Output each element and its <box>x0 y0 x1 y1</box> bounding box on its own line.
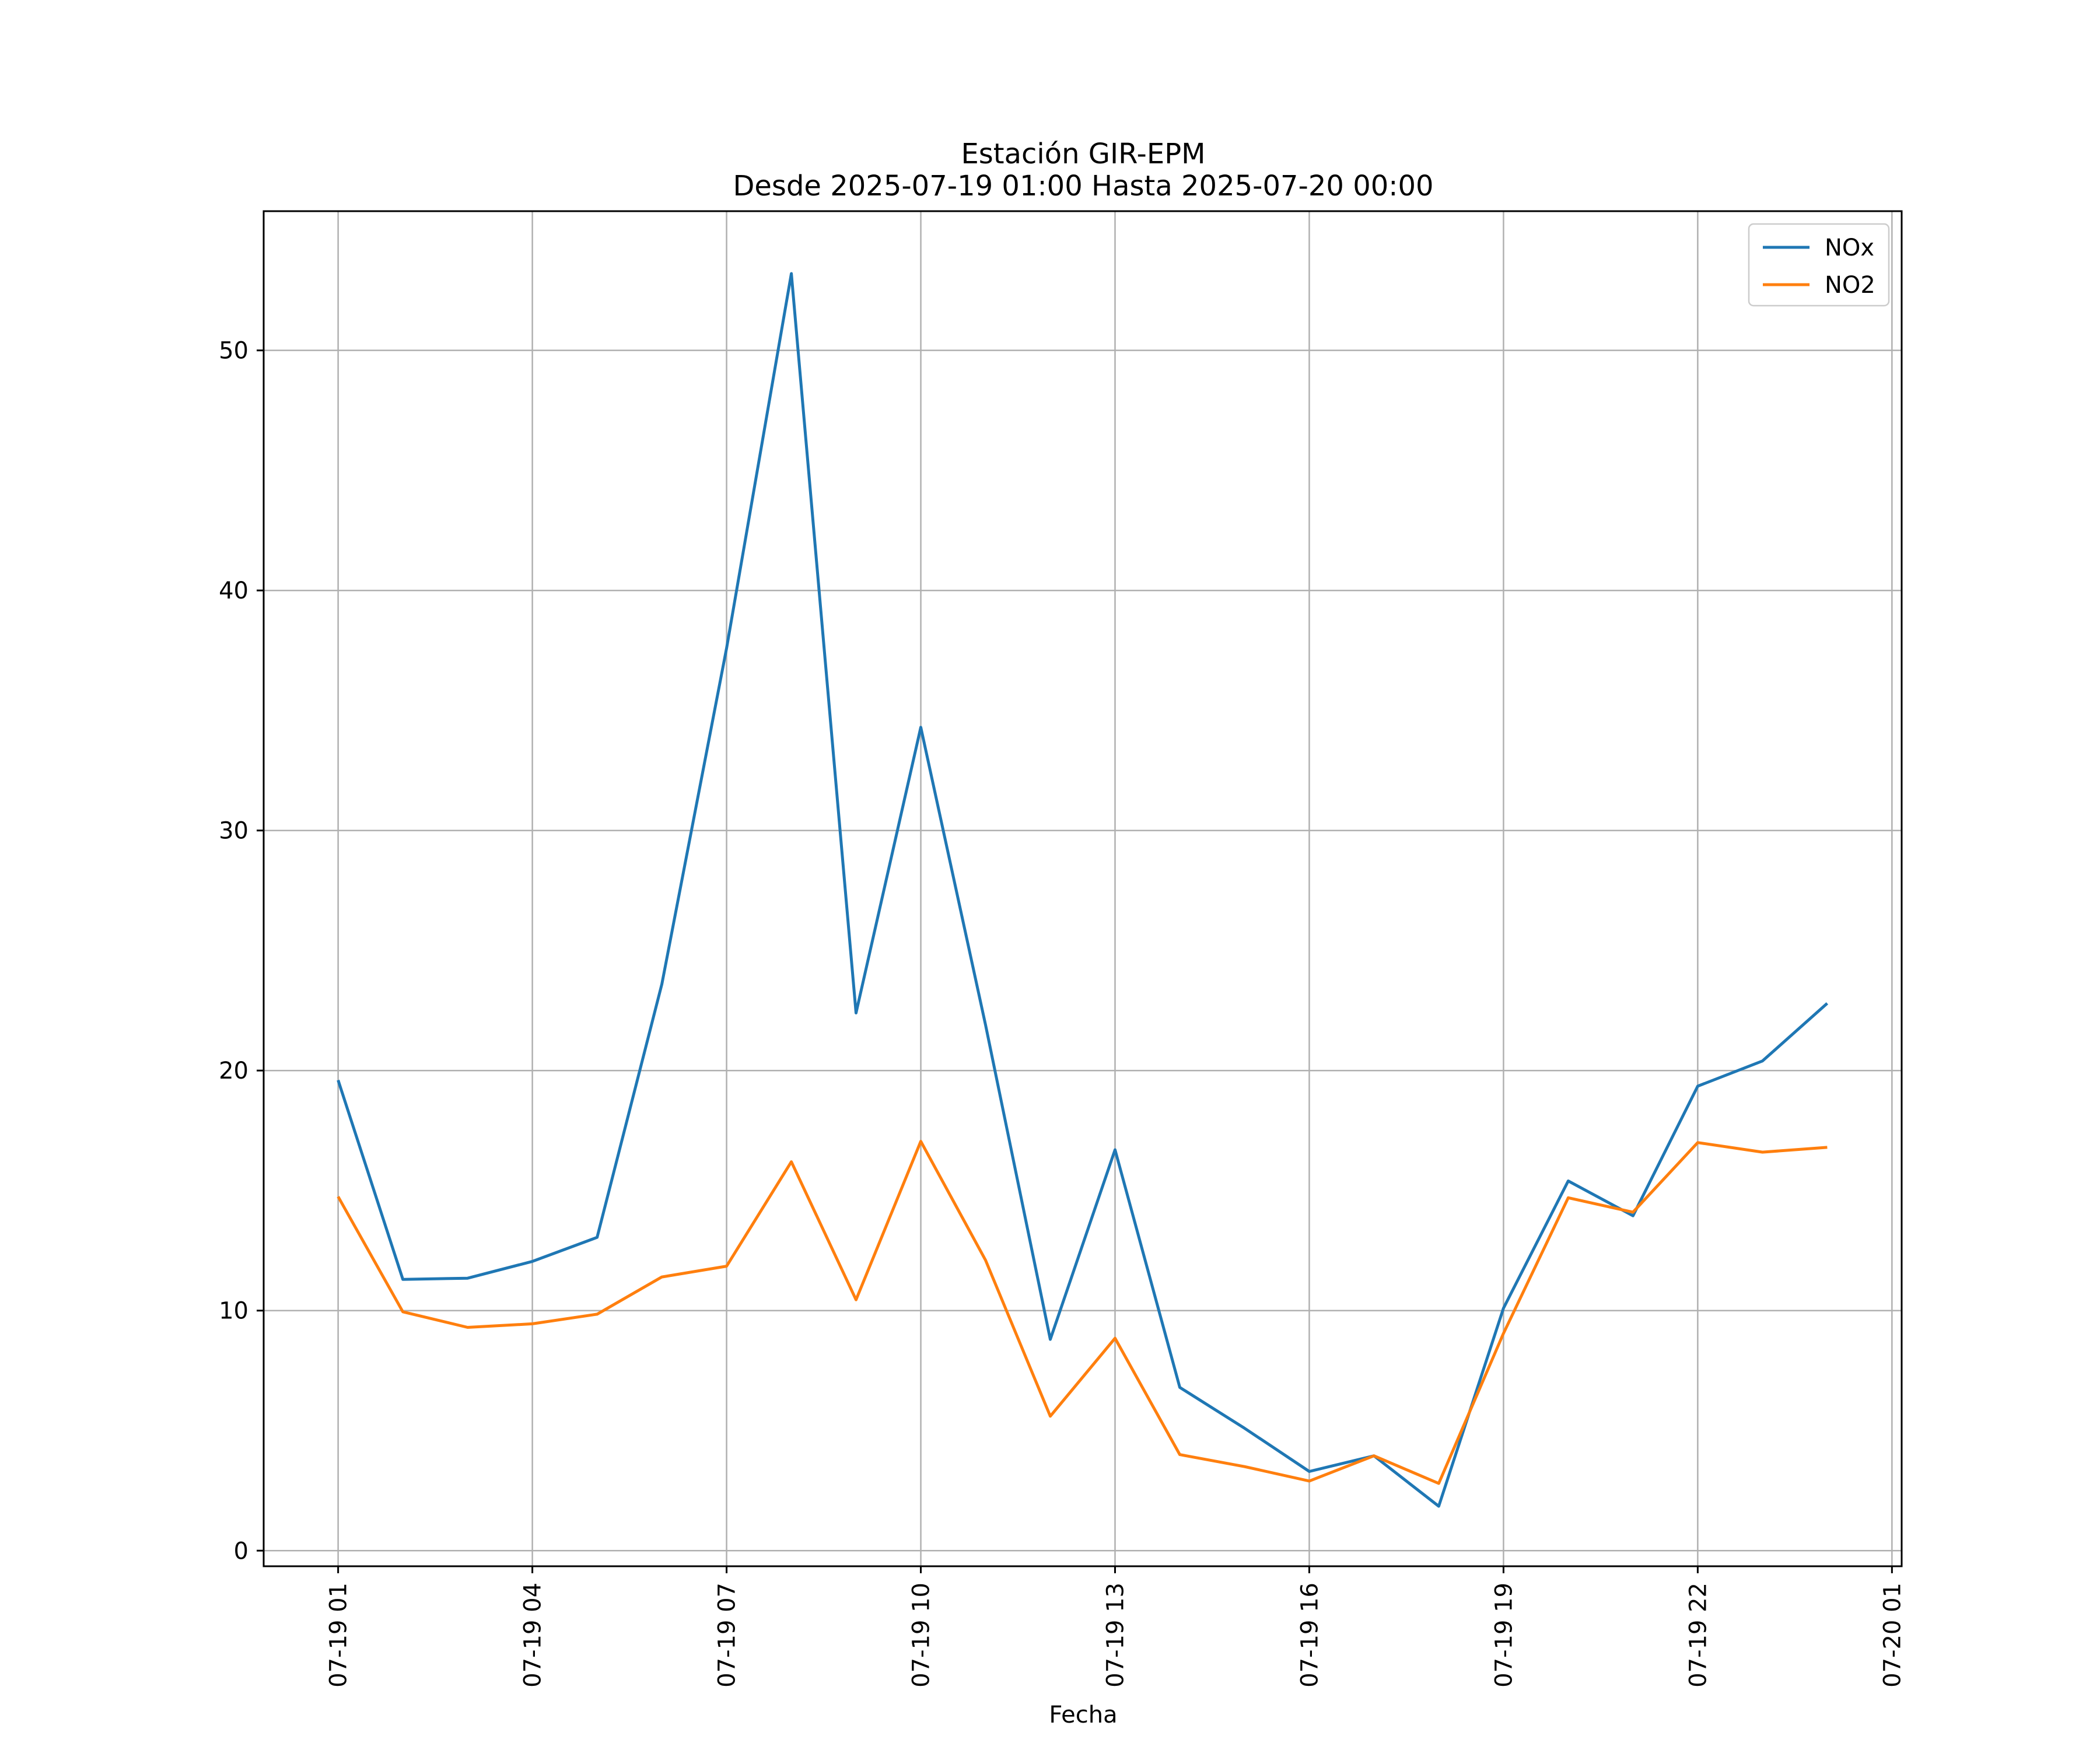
x-tick-label: 07-20 01 <box>1879 1583 1906 1688</box>
x-tick-label: 07-19 07 <box>714 1583 741 1688</box>
legend: NOx NO2 <box>1748 223 1890 307</box>
x-tick-label: 07-19 10 <box>908 1583 935 1688</box>
plot-frame <box>262 210 1903 1567</box>
legend-label-no2: NO2 <box>1825 272 1875 299</box>
y-tick-label: 20 <box>219 1058 249 1084</box>
x-tick-label: 07-19 19 <box>1490 1583 1517 1688</box>
chart-subtitle: Desde 2025-07-19 01:00 Hasta 2025-07-20 … <box>733 170 1433 202</box>
series-line-no2 <box>337 1140 1828 1485</box>
y-tick-label: 40 <box>219 578 249 604</box>
x-tick-label: 07-19 01 <box>326 1583 352 1688</box>
x-tick-label: 07-19 13 <box>1102 1583 1129 1688</box>
legend-label-nox: NOx <box>1825 235 1874 261</box>
x-tick-label: 07-19 22 <box>1685 1583 1712 1688</box>
axis-ticks: 0 10 20 30 40 50 07-19 01 07-19 04 07-19 07 07-19… <box>219 338 1906 1688</box>
x-tick-label: 07-19 04 <box>520 1583 547 1688</box>
y-tick-label: 50 <box>219 338 249 365</box>
y-tick-label: 0 <box>234 1538 249 1564</box>
y-tick-label: 30 <box>219 818 249 845</box>
y-tick-label: 10 <box>219 1298 249 1325</box>
series-line-nox <box>337 272 1829 1508</box>
x-axis-label: Fecha <box>1049 1702 1117 1728</box>
series-lines <box>337 272 1829 1508</box>
chart-title: Estación GIR-EPM <box>961 138 1205 170</box>
x-tick-label: 07-19 16 <box>1296 1583 1323 1688</box>
